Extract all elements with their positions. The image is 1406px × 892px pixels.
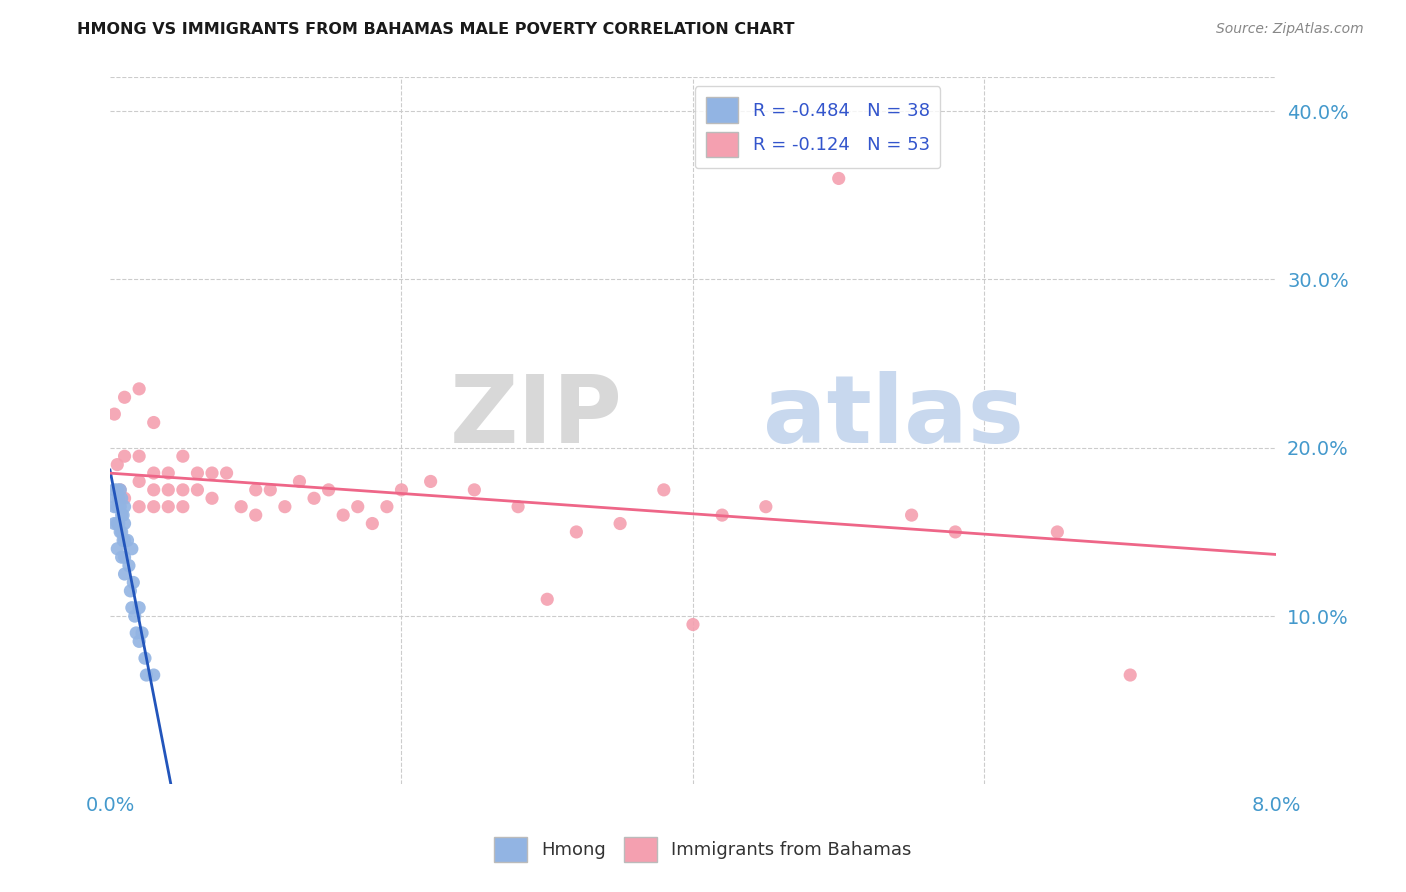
Point <box>1119 668 1142 682</box>
Point <box>114 491 136 506</box>
Text: Source: ZipAtlas.com: Source: ZipAtlas.com <box>1216 22 1364 37</box>
Point <box>186 466 208 480</box>
Point <box>506 500 529 514</box>
Point <box>463 483 485 497</box>
Point <box>172 500 194 514</box>
Point <box>111 550 134 565</box>
Point <box>391 483 413 497</box>
Point <box>120 583 142 598</box>
Point <box>142 483 165 497</box>
Point <box>609 516 631 531</box>
Legend: R = -0.484   N = 38, R = -0.124   N = 53: R = -0.484 N = 38, R = -0.124 N = 53 <box>695 87 941 169</box>
Point <box>114 533 136 548</box>
Point <box>108 500 131 514</box>
Point <box>122 575 145 590</box>
Point <box>346 500 368 514</box>
Point <box>302 491 325 506</box>
Point <box>111 508 134 522</box>
Point <box>172 483 194 497</box>
Point <box>259 483 281 497</box>
Point <box>245 483 267 497</box>
Point <box>105 500 128 514</box>
Point <box>172 449 194 463</box>
Point <box>103 500 125 514</box>
Point <box>565 524 588 539</box>
Point <box>114 449 136 463</box>
Point <box>142 466 165 480</box>
Point <box>108 524 131 539</box>
Point <box>111 524 134 539</box>
Point <box>1046 524 1069 539</box>
Point <box>134 651 156 665</box>
Point <box>124 609 146 624</box>
Point <box>900 508 922 522</box>
Point <box>332 508 354 522</box>
Point <box>419 475 441 489</box>
Point <box>142 668 165 682</box>
Point <box>108 483 131 497</box>
Point <box>107 491 129 506</box>
Point <box>105 516 128 531</box>
Point <box>121 600 143 615</box>
Point <box>157 500 180 514</box>
Point <box>536 592 558 607</box>
Point <box>105 458 128 472</box>
Point <box>142 416 165 430</box>
Point <box>103 483 125 497</box>
Point <box>231 500 253 514</box>
Point <box>104 491 127 506</box>
Point <box>117 533 139 548</box>
Point <box>111 491 134 506</box>
Point <box>114 500 136 514</box>
Point <box>121 541 143 556</box>
Point <box>128 634 150 648</box>
Point <box>375 500 398 514</box>
Point <box>157 466 180 480</box>
Point <box>943 524 966 539</box>
Legend: Hmong, Immigrants from Bahamas: Hmong, Immigrants from Bahamas <box>488 830 918 870</box>
Point <box>128 382 150 396</box>
Point <box>201 491 224 506</box>
Point <box>131 626 153 640</box>
Text: HMONG VS IMMIGRANTS FROM BAHAMAS MALE POVERTY CORRELATION CHART: HMONG VS IMMIGRANTS FROM BAHAMAS MALE PO… <box>77 22 794 37</box>
Point <box>108 483 131 497</box>
Point <box>215 466 238 480</box>
Point <box>114 567 136 582</box>
Point <box>682 617 704 632</box>
Point <box>112 508 135 522</box>
Point <box>142 500 165 514</box>
Point <box>125 626 148 640</box>
Point <box>274 500 297 514</box>
Point <box>201 466 224 480</box>
Point <box>118 558 141 573</box>
Point <box>288 475 311 489</box>
Point <box>128 600 150 615</box>
Point <box>135 668 157 682</box>
Text: ZIP: ZIP <box>450 371 623 463</box>
Point <box>114 390 136 404</box>
Point <box>103 407 125 421</box>
Point <box>828 171 851 186</box>
Point <box>103 516 125 531</box>
Point <box>112 533 135 548</box>
Point <box>114 516 136 531</box>
Text: atlas: atlas <box>763 371 1024 463</box>
Point <box>128 500 150 514</box>
Point <box>128 449 150 463</box>
Point <box>361 516 384 531</box>
Point <box>755 500 778 514</box>
Point <box>157 483 180 497</box>
Point <box>105 483 128 497</box>
Point <box>128 475 150 489</box>
Point <box>245 508 267 522</box>
Point <box>318 483 340 497</box>
Point <box>105 541 128 556</box>
Point <box>711 508 734 522</box>
Point <box>652 483 675 497</box>
Point <box>107 516 129 531</box>
Point <box>114 550 136 565</box>
Point <box>186 483 208 497</box>
